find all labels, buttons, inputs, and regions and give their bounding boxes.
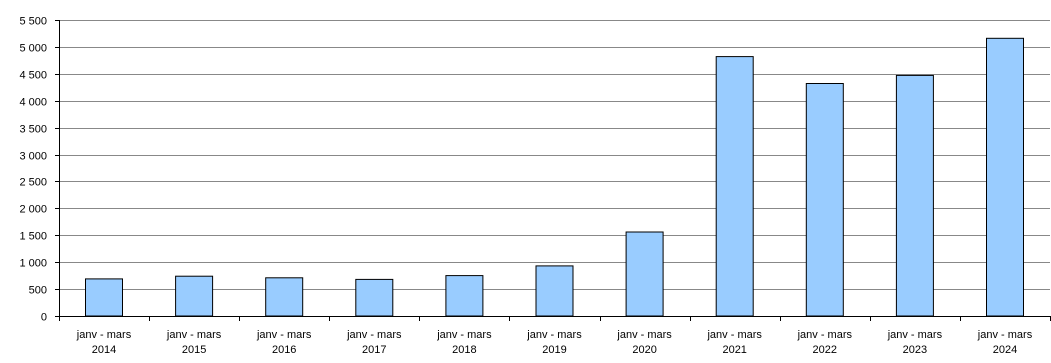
y-tick-label: 500	[29, 285, 47, 297]
bars	[85, 37, 1024, 317]
y-tick-label: 5 500	[19, 16, 47, 28]
x-tick-label: janv - mars 2023	[887, 329, 943, 356]
x-tick-label-line: janv - mars	[166, 329, 222, 341]
y-tick-label: 0	[41, 312, 47, 324]
x-tick-label: janv - mars 2021	[706, 329, 762, 356]
y-tick-label: 5 000	[19, 43, 47, 55]
x-tick-label: janv - mars 2018	[436, 329, 492, 356]
bar	[175, 275, 214, 317]
bar	[355, 278, 394, 317]
x-tick-label: janv - mars 2022	[797, 329, 853, 356]
x-tick-label-line: 2019	[542, 344, 566, 356]
bar	[625, 231, 664, 317]
bar	[986, 37, 1024, 317]
x-tick-label-line: janv - mars	[346, 329, 402, 341]
x-tick-label-line: janv - mars	[436, 329, 492, 341]
x-tick-label-line: 2014	[92, 344, 116, 356]
x-tick-label-line: 2015	[182, 344, 206, 356]
y-tick-label: 2 500	[19, 177, 47, 189]
x-tick-label-line: janv - mars	[706, 329, 762, 341]
x-tick-label-line: 2021	[722, 344, 746, 356]
x-tick-label: janv - mars 2015	[166, 329, 222, 356]
x-tick-label: janv - mars 2024	[977, 329, 1033, 356]
x-tick-label-line: 2016	[272, 344, 296, 356]
x-tick-label-line: 2024	[993, 344, 1017, 356]
bar	[85, 278, 123, 317]
x-tick-label-line: 2017	[362, 344, 386, 356]
x-tick-label-line: janv - mars	[76, 329, 132, 341]
axes	[59, 20, 1050, 317]
x-tick-label: janv - mars 2016	[256, 329, 312, 356]
y-tick-label: 4 500	[19, 70, 47, 82]
x-tick-label: janv - mars 2020	[616, 329, 672, 356]
y-tick-label: 1 500	[19, 231, 47, 243]
grid-lines	[59, 20, 1050, 290]
bar	[535, 265, 574, 317]
x-tick-label-line: janv - mars	[797, 329, 853, 341]
x-tick-label-line: janv - mars	[887, 329, 943, 341]
bar	[445, 275, 484, 317]
x-tick-label: janv - mars 2019	[526, 329, 582, 356]
x-tick-label-line: 2020	[632, 344, 656, 356]
x-tick-label: janv - mars 2014	[76, 329, 132, 356]
x-tick-label-line: janv - mars	[977, 329, 1033, 341]
y-axis-ticks: 0 500 1 000 1 500 2 000 2 500 3 000 3 500 4 000 4…	[19, 16, 59, 324]
bar	[265, 277, 304, 317]
x-tick-label-line: 2022	[813, 344, 837, 356]
x-tick-label-line: 2018	[452, 344, 476, 356]
y-tick-label: 3 500	[19, 124, 47, 136]
x-tick-label: janv - mars 2017	[346, 329, 402, 356]
y-tick-label: 2 000	[19, 204, 47, 216]
x-tick-label-line: janv - mars	[526, 329, 582, 341]
y-tick-label: 3 000	[19, 151, 47, 163]
y-tick-label: 1 000	[19, 258, 47, 270]
x-tick-label-line: 2023	[903, 344, 927, 356]
bar	[715, 56, 754, 317]
x-tick-label-line: janv - mars	[256, 329, 312, 341]
x-tick-label-line: janv - mars	[616, 329, 672, 341]
bar	[895, 74, 934, 317]
bar	[805, 83, 844, 317]
y-tick-label: 4 000	[19, 97, 47, 109]
